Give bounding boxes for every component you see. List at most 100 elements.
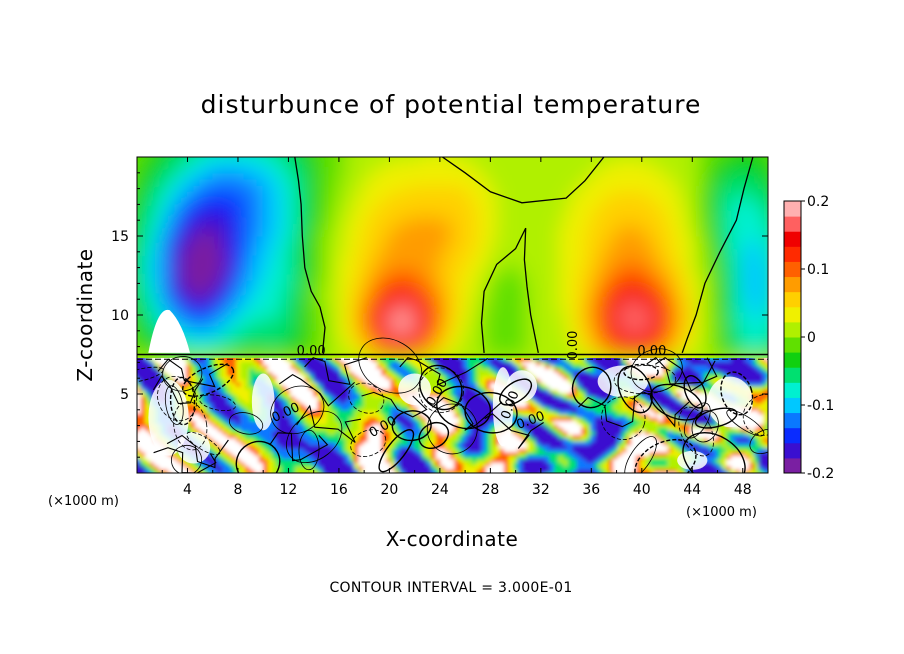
upper-field-cell [445, 330, 453, 338]
upper-field-cell [571, 260, 580, 269]
lower-field-cell [199, 406, 206, 411]
upper-field-cell [332, 336, 340, 344]
upper-field-cell [679, 311, 687, 319]
upper-field-cell [319, 241, 327, 250]
upper-field-cell [616, 229, 624, 237]
lower-field-cell [154, 374, 160, 380]
lower-field-cell [226, 413, 233, 418]
lower-field-cell [258, 461, 265, 467]
lower-field-cell [158, 461, 165, 467]
upper-field-cell [698, 147, 705, 154]
upper-field-cell [168, 128, 175, 135]
upper-field-cell [508, 311, 517, 319]
upper-field-cell [477, 141, 484, 148]
upper-field-cell [742, 286, 750, 294]
upper-field-cell [679, 336, 687, 344]
upper-field-cell [590, 157, 599, 161]
upper-field-cell [294, 311, 302, 319]
upper-field-cell [723, 317, 731, 325]
lower-field-cell [226, 395, 233, 401]
lower-field-cell [235, 447, 242, 453]
upper-field-cell [546, 323, 554, 332]
upper-field-cell [369, 279, 378, 288]
lower-field-cell [208, 358, 215, 359]
lower-field-cell [176, 371, 183, 376]
upper-field-cell [691, 279, 700, 288]
upper-field-cell [137, 222, 144, 231]
upper-field-cell [237, 342, 245, 351]
lower-field-cell [249, 430, 256, 435]
upper-field-cell [218, 216, 226, 224]
upper-field-cell [369, 336, 378, 344]
upper-field-cell [666, 286, 674, 294]
lower-field-cell [281, 458, 287, 463]
lower-field-cell [245, 367, 251, 373]
upper-field-cell [306, 317, 315, 325]
upper-field-cell [685, 134, 692, 141]
lower-field-cell [249, 444, 256, 449]
upper-field-cell [565, 248, 573, 256]
upper-field-cell [584, 311, 592, 319]
upper-field-cell [142, 172, 151, 180]
lower-field-cell [195, 465, 201, 470]
upper-field-cell [552, 165, 561, 174]
upper-field-cell [768, 134, 775, 141]
lower-field-cell [240, 423, 247, 428]
upper-field-cell [534, 241, 542, 250]
upper-field-cell [698, 222, 706, 231]
upper-field-cell [489, 292, 498, 300]
lower-field-cell [190, 358, 197, 359]
upper-field-cell [578, 178, 586, 186]
upper-field-cell [426, 267, 435, 275]
upper-field-cell [673, 128, 680, 135]
upper-field-cell [698, 260, 706, 269]
upper-field-cell [281, 197, 289, 205]
lower-field-cell [137, 420, 142, 425]
lower-field-cell [249, 423, 256, 428]
upper-field-cell [212, 292, 220, 300]
upper-field-cell [294, 229, 302, 237]
upper-field-cell [578, 248, 586, 256]
upper-field-cell [578, 159, 586, 167]
upper-field-cell [477, 311, 485, 319]
upper-field-cell [319, 159, 327, 167]
upper-field-cell [749, 134, 756, 141]
upper-field-cell [754, 311, 763, 319]
upper-field-cell [496, 222, 504, 231]
upper-field-cell [243, 311, 252, 319]
lower-field-cell [154, 458, 160, 463]
upper-field-cell [496, 210, 504, 218]
upper-field-cell [388, 317, 397, 325]
upper-field-cell [262, 260, 271, 269]
lower-field-cell [208, 367, 215, 373]
upper-field-cell [754, 165, 763, 174]
upper-field-cell [124, 254, 131, 261]
upper-field-cell [281, 342, 289, 351]
upper-field-cell [767, 336, 768, 344]
upper-field-cell [199, 330, 207, 338]
upper-field-cell [205, 317, 214, 325]
lower-field-cell [131, 413, 137, 417]
upper-field-cell [338, 229, 346, 237]
upper-field-cell [218, 260, 226, 269]
lower-field-cell [145, 392, 151, 397]
upper-field-cell [118, 280, 125, 287]
upper-field-cell [628, 229, 636, 237]
upper-field-cell [376, 178, 384, 186]
upper-field-cell [250, 305, 258, 313]
upper-field-cell [578, 197, 586, 205]
upper-field-cell [420, 342, 428, 351]
upper-field-cell [376, 159, 384, 167]
upper-field-cell [187, 141, 194, 148]
upper-field-cell [590, 254, 599, 262]
upper-field-cell [729, 165, 737, 174]
lower-field-cell [226, 423, 233, 428]
lower-field-cell [154, 465, 160, 470]
upper-field-cell [641, 128, 648, 135]
upper-field-cell [395, 203, 403, 212]
upper-field-cell [502, 184, 510, 193]
upper-field-cell [351, 141, 358, 148]
upper-field-cell [313, 267, 321, 275]
lower-field-cell [245, 447, 251, 453]
upper-field-cell [603, 260, 611, 269]
